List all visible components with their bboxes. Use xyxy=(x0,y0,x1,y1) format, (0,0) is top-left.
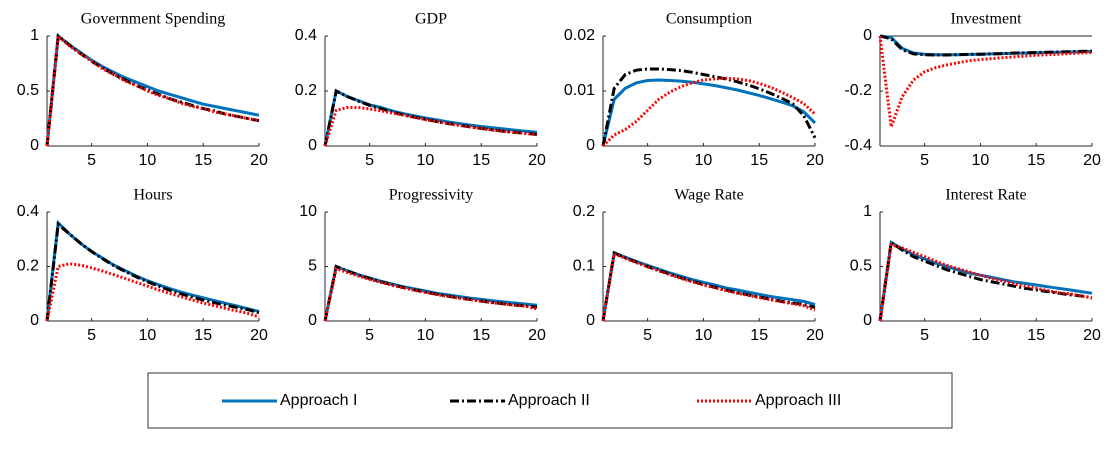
legend-label: Approach I xyxy=(280,392,357,409)
x-tick-label: 5 xyxy=(643,327,652,344)
x-tick-label: 20 xyxy=(250,152,268,169)
y-tick-label: 0.5 xyxy=(850,258,872,275)
chart-title: Interest Rate xyxy=(945,187,1026,204)
series-line xyxy=(323,266,538,322)
series-line xyxy=(878,35,1093,128)
legend-box xyxy=(147,372,953,429)
x-tick-label: 5 xyxy=(87,152,96,169)
x-tick-label: 15 xyxy=(750,152,768,169)
y-tick-label: 0 xyxy=(863,312,872,329)
x-tick-label: 20 xyxy=(250,327,268,344)
y-tick-label: 0.4 xyxy=(295,27,317,44)
chart-title: Hours xyxy=(133,187,172,204)
series-line xyxy=(323,264,538,322)
y-tick-label: 0 xyxy=(30,137,39,154)
legend-label: Approach II xyxy=(508,392,590,409)
x-tick-label: 15 xyxy=(194,327,212,344)
chart-title: GDP xyxy=(415,11,447,28)
x-tick-label: 10 xyxy=(695,327,713,344)
y-tick-label: 0 xyxy=(586,312,595,329)
y-tick-label: 10 xyxy=(299,203,317,220)
chart-title: Wage Rate xyxy=(674,187,743,204)
chart-title: Government Spending xyxy=(81,11,225,28)
chart-title: Investment xyxy=(950,11,1022,28)
y-tick-label: 0.2 xyxy=(17,258,39,275)
series-line xyxy=(878,242,1093,322)
y-tick-label: 5 xyxy=(308,258,317,275)
y-tick-label: 0.01 xyxy=(564,82,595,99)
series-line xyxy=(323,88,538,147)
y-tick-label: 1 xyxy=(30,27,39,44)
y-tick-label: 0.2 xyxy=(573,203,595,220)
y-tick-label: 0 xyxy=(863,27,872,44)
x-tick-label: 5 xyxy=(643,152,652,169)
y-tick-label: 0 xyxy=(30,312,39,329)
x-tick-label: 15 xyxy=(750,327,768,344)
series-line xyxy=(601,76,817,148)
y-tick-label: 0.4 xyxy=(17,203,39,220)
y-tick-label: -0.2 xyxy=(844,82,872,99)
y-tick-label: 1 xyxy=(863,203,872,220)
y-tick-label: -0.4 xyxy=(844,137,872,154)
y-tick-label: 0 xyxy=(308,137,317,154)
x-tick-label: 10 xyxy=(139,152,157,169)
x-tick-label: 20 xyxy=(1083,152,1101,169)
x-tick-label: 10 xyxy=(972,327,990,344)
y-tick-label: 0.2 xyxy=(295,82,317,99)
x-tick-label: 15 xyxy=(1027,152,1045,169)
x-tick-label: 10 xyxy=(695,152,713,169)
x-tick-label: 5 xyxy=(920,152,929,169)
series-line xyxy=(45,221,260,322)
x-tick-label: 5 xyxy=(365,152,374,169)
y-tick-label: 0.5 xyxy=(17,82,39,99)
y-tick-label: 0 xyxy=(308,312,317,329)
y-tick-label: 0 xyxy=(586,137,595,154)
series-line xyxy=(45,262,260,322)
x-tick-label: 5 xyxy=(365,327,374,344)
x-tick-label: 15 xyxy=(194,152,212,169)
series-line xyxy=(601,78,817,147)
series-line xyxy=(878,239,1093,322)
y-tick-label: 0.1 xyxy=(573,258,595,275)
series-line xyxy=(45,219,260,322)
legend-label: Approach III xyxy=(755,392,841,409)
x-tick-label: 10 xyxy=(139,327,157,344)
y-tick-label: 0.02 xyxy=(564,27,595,44)
x-tick-label: 15 xyxy=(1027,327,1045,344)
chart-title: Progressivity xyxy=(389,187,473,204)
x-tick-label: 20 xyxy=(806,327,824,344)
series-line xyxy=(601,67,817,147)
x-tick-label: 20 xyxy=(806,152,824,169)
x-tick-label: 10 xyxy=(972,152,990,169)
series-line xyxy=(323,106,538,147)
x-tick-label: 10 xyxy=(417,152,435,169)
x-tick-label: 20 xyxy=(528,327,546,344)
series-line xyxy=(45,32,260,147)
x-tick-label: 5 xyxy=(87,327,96,344)
x-tick-label: 10 xyxy=(417,327,435,344)
x-tick-label: 20 xyxy=(1083,327,1101,344)
x-tick-label: 15 xyxy=(472,327,490,344)
series-line xyxy=(601,251,816,322)
x-tick-label: 5 xyxy=(920,327,929,344)
series-line xyxy=(879,34,1093,57)
x-tick-label: 20 xyxy=(528,152,546,169)
chart-title: Consumption xyxy=(666,11,752,28)
x-tick-label: 15 xyxy=(472,152,490,169)
